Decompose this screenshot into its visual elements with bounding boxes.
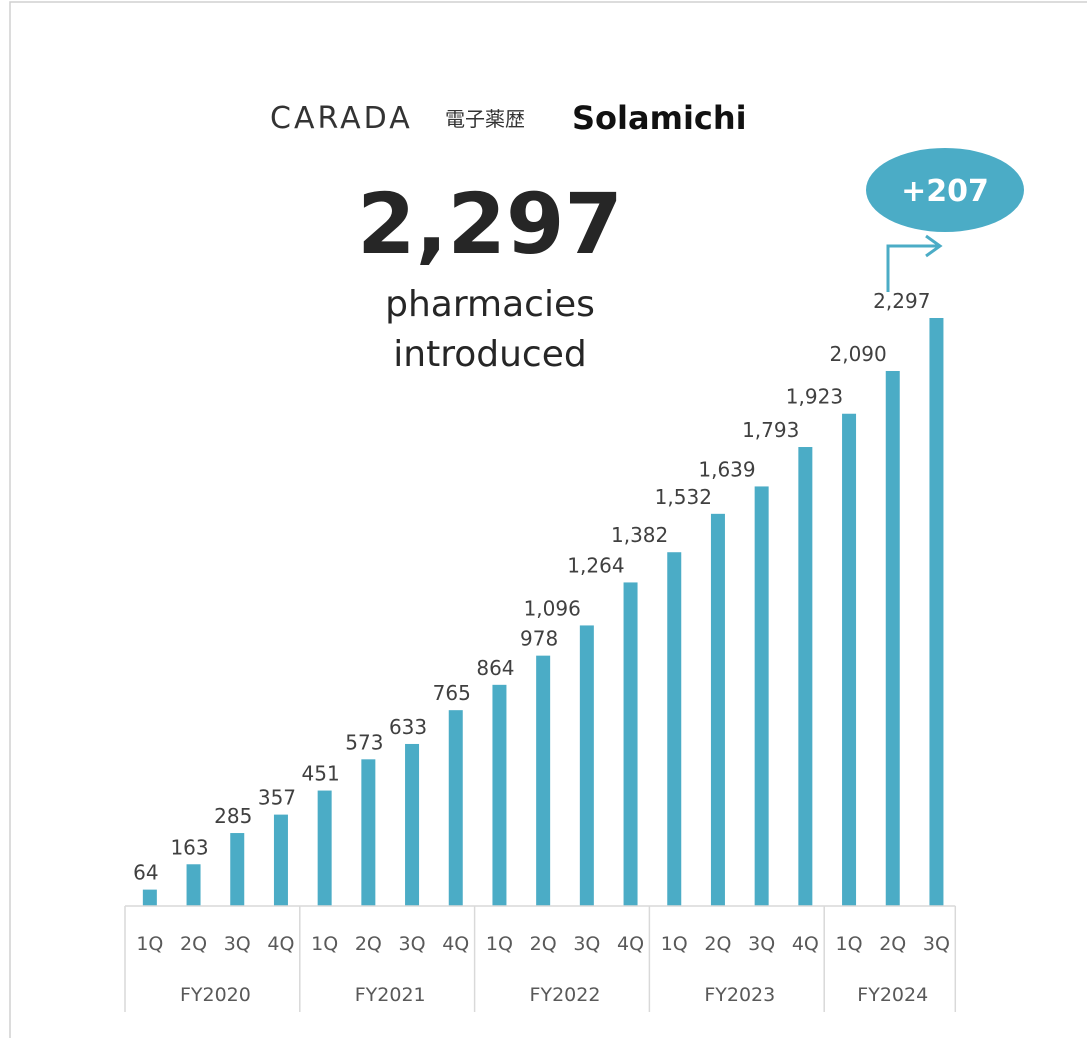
annotation-bubble	[866, 148, 1024, 232]
data-label: 765	[433, 681, 471, 705]
logo-product-ja: 電子薬歴	[445, 107, 525, 131]
group-label: FY2021	[355, 984, 426, 1006]
bar	[361, 759, 376, 906]
frame	[9, 1, 1087, 1038]
bar	[798, 447, 813, 906]
data-label: 1,264	[567, 553, 624, 577]
bar	[142, 889, 157, 906]
data-label: 1,793	[742, 418, 799, 442]
data-label: 573	[345, 730, 383, 754]
bar	[186, 864, 201, 906]
bar	[273, 814, 288, 906]
bar	[667, 552, 682, 906]
arrow	[886, 234, 943, 292]
x-tick-label: 4Q	[442, 933, 469, 955]
bar	[492, 684, 507, 906]
x-tick-label: 2Q	[355, 933, 382, 955]
bar	[405, 743, 420, 906]
annotation: +207	[901, 174, 989, 209]
data-label: 64	[133, 861, 158, 885]
x-tick-label: 2Q	[530, 933, 557, 955]
subtitle-line: introduced	[393, 334, 586, 375]
data-label: 1,923	[786, 385, 843, 409]
bar	[754, 486, 769, 906]
x-tick-label: 2Q	[879, 933, 906, 955]
x-tick-label: 4Q	[267, 933, 294, 955]
x-tick-label: 1Q	[311, 933, 338, 955]
x-tick-label: 1Q	[486, 933, 513, 955]
x-tick-label: 2Q	[704, 933, 731, 955]
logo-brand: CARADA	[270, 101, 413, 136]
bar	[842, 413, 857, 906]
data-label: 978	[520, 627, 558, 651]
x-tick-label: 3Q	[748, 933, 775, 955]
x-tick-label: 2Q	[180, 933, 207, 955]
bar	[885, 370, 900, 906]
bar	[317, 790, 332, 906]
bar	[448, 710, 463, 906]
data-label: 864	[476, 656, 514, 680]
x-tick-label: 1Q	[661, 933, 688, 955]
data-label: 1,096	[524, 596, 581, 620]
x-tick-label: 3Q	[399, 933, 426, 955]
x-tick-label: 3Q	[923, 933, 950, 955]
data-label: 2,297	[873, 289, 930, 313]
x-tick-label: 1Q	[836, 933, 863, 955]
x-tick-label: 3Q	[224, 933, 251, 955]
subtitle-line: pharmacies	[385, 284, 595, 325]
data-label: 633	[389, 715, 427, 739]
x-tick-label: 3Q	[573, 933, 600, 955]
bar	[230, 833, 245, 906]
x-tick-label: 4Q	[617, 933, 644, 955]
bar	[579, 625, 594, 906]
data-label: 1,382	[611, 523, 668, 547]
data-label: 1,639	[698, 457, 755, 481]
group-label: FY2024	[857, 984, 928, 1006]
data-label: 285	[214, 804, 252, 828]
bar	[929, 318, 944, 906]
data-label: 163	[170, 835, 208, 859]
bar	[536, 655, 551, 906]
bar	[710, 513, 725, 906]
group-label: FY2023	[704, 984, 775, 1006]
bar	[623, 582, 638, 906]
group-label: FY2022	[530, 984, 601, 1006]
data-label: 2,090	[829, 342, 886, 366]
data-label: 357	[258, 786, 296, 810]
headline: 2,297	[357, 175, 623, 273]
x-tick-label: 4Q	[792, 933, 819, 955]
data-label: 1,532	[655, 485, 712, 509]
logo-product: Solamichi	[572, 99, 747, 137]
group-label: FY2020	[180, 984, 251, 1006]
data-label: 451	[302, 762, 340, 786]
x-tick-label: 1Q	[136, 933, 163, 955]
